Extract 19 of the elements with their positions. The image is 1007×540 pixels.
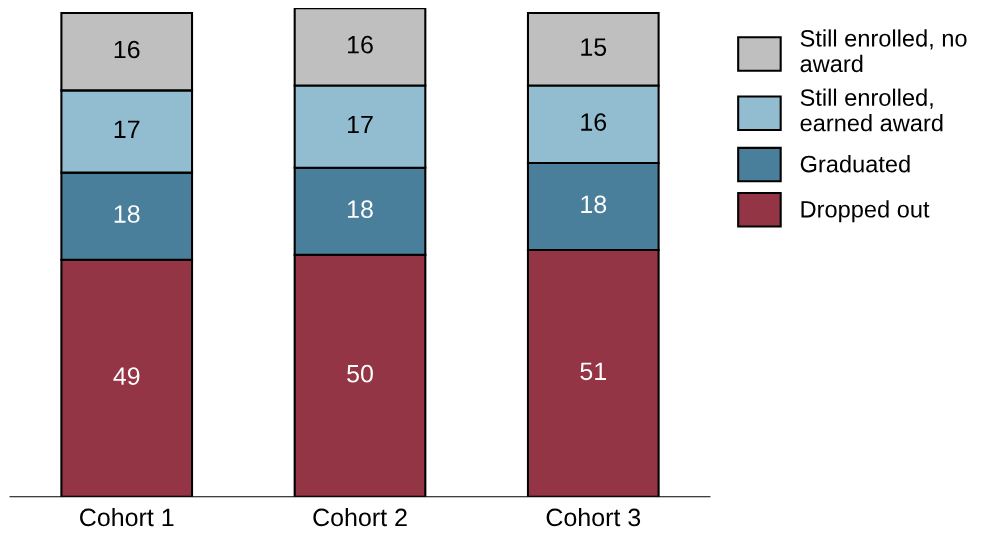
data-label: 16 bbox=[581, 113, 607, 131]
data-label: 17 bbox=[114, 120, 140, 138]
data-label: 15 bbox=[581, 38, 607, 56]
legend-label: Still enrolled, earned award bbox=[800, 88, 943, 132]
data-label: 17 bbox=[348, 115, 373, 134]
data-label: 50 bbox=[347, 364, 373, 383]
data-label: 16 bbox=[114, 40, 140, 59]
data-label: 51 bbox=[580, 362, 606, 381]
legend-label: Still enrolled, no award bbox=[800, 29, 967, 73]
data-label: 18 bbox=[114, 205, 140, 223]
legend-label: Dropped out bbox=[801, 200, 930, 223]
x-tick-label: Cohort 1 bbox=[80, 507, 174, 527]
data-label: 18 bbox=[348, 200, 373, 219]
legend-label: Graduated bbox=[800, 155, 910, 173]
data-label: 49 bbox=[113, 367, 140, 385]
data-label: 16 bbox=[348, 35, 373, 54]
x-tick-label: Cohort 2 bbox=[313, 507, 407, 527]
x-tick-label: Cohort 3 bbox=[546, 507, 641, 527]
data-label: 18 bbox=[581, 195, 607, 214]
